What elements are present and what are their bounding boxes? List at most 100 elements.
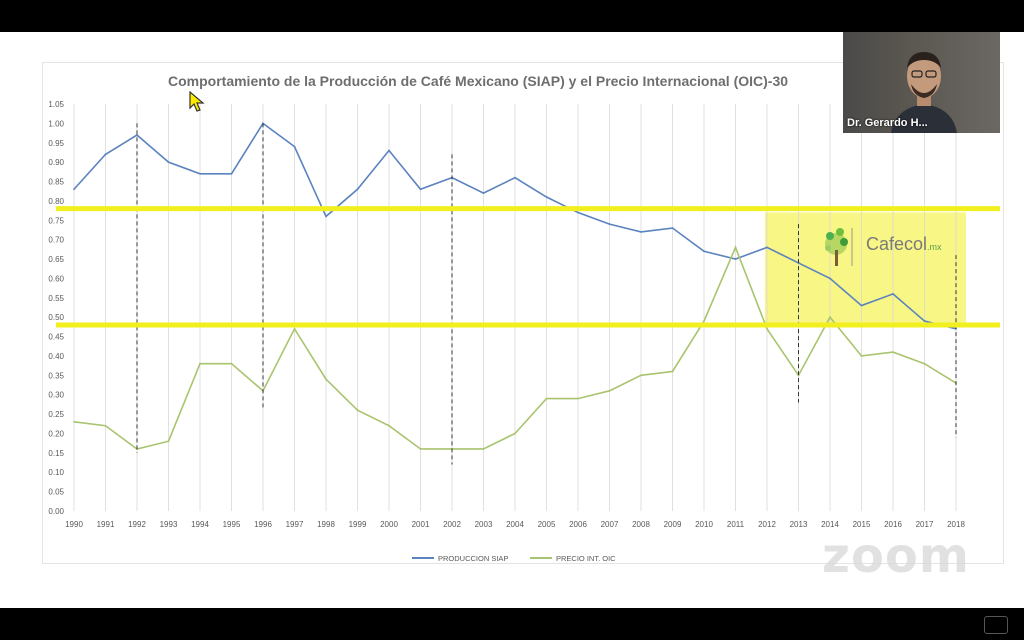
x-tick-label: 2003 [475,520,493,529]
y-tick-label: 0.05 [48,488,64,497]
x-tick-label: 2008 [632,520,650,529]
x-tick-label: 2002 [443,520,461,529]
x-tick-label: 1996 [254,520,272,529]
y-tick-label: 0.95 [48,139,64,148]
data-point [703,320,705,322]
y-tick-label: 0.90 [48,158,64,167]
data-point [671,370,674,373]
data-point [860,355,863,357]
participant-name: Dr. Gerardo H... [847,117,928,129]
x-tick-label: 1990 [65,520,83,529]
x-tick-label: 1994 [191,520,209,529]
y-tick-label: 0.30 [48,391,64,400]
y-tick-label: 0.55 [48,294,64,303]
legend-label: PRECIO INT. OIC [556,554,616,563]
tree-icon [825,228,853,266]
y-tick-label: 0.15 [48,449,64,458]
data-point [293,327,296,330]
data-point [136,134,138,136]
data-point [734,246,737,249]
data-point [104,424,107,427]
data-point [923,320,926,322]
data-point [199,172,201,175]
data-point [671,227,674,229]
x-tick-label: 2005 [538,520,556,529]
data-point [199,362,201,365]
participant-avatar [891,52,957,133]
data-point [577,397,579,400]
data-point [482,192,485,195]
x-tick-label: 2010 [695,520,713,529]
data-point [73,188,75,191]
x-tick-label: 2004 [506,520,524,529]
y-tick-label: 0.25 [48,410,64,419]
cafecol-logo: Cafecol.mx [822,222,952,272]
y-tick-label: 1.00 [48,119,64,128]
data-point [640,231,642,233]
y-tick-label: 0.85 [48,178,64,187]
x-tick-label: 2013 [790,520,808,529]
y-tick-label: 0.80 [48,197,64,206]
cafecol-text: Cafecol.mx [866,234,942,254]
x-tick-label: 2015 [853,520,871,529]
y-tick-label: 0.10 [48,468,64,477]
data-point [419,448,422,450]
data-point [829,277,831,280]
mouse-cursor-icon [189,90,205,112]
data-point [860,304,863,307]
x-tick-label: 1991 [97,520,115,529]
data-point [703,250,705,253]
x-tick-label: 1999 [349,520,367,529]
data-point [388,424,390,427]
chart-title: Comportamiento de la Producción de Café … [168,73,789,89]
x-tick-label: 1998 [317,520,335,529]
y-tick-label: 0.75 [48,216,64,225]
data-point [73,420,75,423]
x-tick-label: 2006 [569,520,587,529]
y-tick-label: 0.65 [48,255,64,264]
zoom-watermark: zoom [822,528,970,584]
data-point [388,149,390,152]
data-point [419,188,422,191]
x-tick-label: 1992 [128,520,146,529]
data-point [734,258,737,260]
data-point [577,211,579,214]
data-point [325,378,327,381]
data-point [104,153,107,156]
legend-label: PRODUCCION SIAP [438,554,508,563]
y-tick-label: 0.20 [48,429,64,438]
data-point [514,176,516,179]
data-point [230,172,233,175]
x-tick-label: 1997 [286,520,304,529]
y-tick-label: 0.60 [48,274,64,283]
data-point [545,196,548,198]
x-tick-label: 2017 [916,520,934,529]
x-tick-label: 2007 [601,520,619,529]
data-point [514,432,516,435]
data-point [293,145,296,148]
data-point [608,223,611,226]
participant-video[interactable]: Dr. Gerardo H... [843,32,1000,133]
y-tick-label: 0.50 [48,313,64,322]
data-point [766,246,768,249]
x-tick-label: 2001 [412,520,430,529]
x-tick-label: 2018 [947,520,965,529]
x-tick-label: 2009 [664,520,682,529]
data-point [766,327,768,330]
data-point [892,351,894,353]
x-tick-label: 2016 [884,520,902,529]
data-point [482,448,485,450]
data-point [167,440,170,443]
y-tick-label: 0.00 [48,507,64,516]
corner-logo-icon [984,616,1008,634]
data-point [356,188,359,191]
data-point [892,293,894,295]
data-point [230,362,233,365]
y-tick-label: 0.40 [48,352,64,361]
y-tick-label: 0.35 [48,371,64,380]
data-point [167,161,170,164]
data-point [923,362,926,365]
data-point [545,397,548,400]
x-tick-label: 1995 [223,520,241,529]
